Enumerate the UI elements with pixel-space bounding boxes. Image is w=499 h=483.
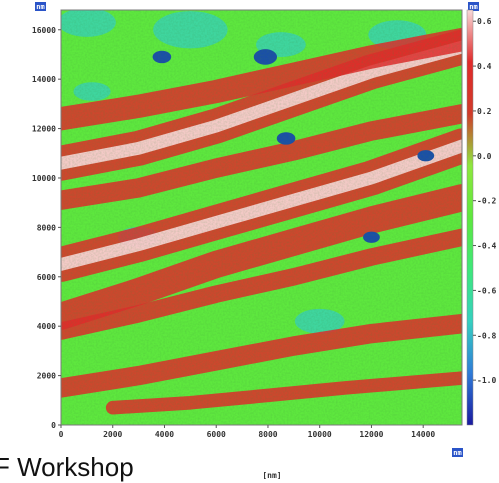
colorbar-tick-label: 0.0: [477, 152, 492, 161]
colorbar-tick-label: -0.2: [477, 197, 496, 206]
x-tick-label: 14000: [411, 430, 435, 439]
colorbar-tick-label: 0.4: [477, 62, 492, 71]
x-tick-label: 2000: [103, 430, 122, 439]
x-tick-label: 0: [59, 430, 64, 439]
y-tick-label: 2000: [37, 372, 56, 381]
y-tick-label: 14000: [32, 75, 56, 84]
x-tick-label: 10000: [308, 430, 332, 439]
colorbar-unit-badge: nm: [469, 3, 477, 11]
height-map-surface: [61, 10, 462, 425]
height-map-plot-area: [60, 9, 463, 426]
axes: 0 2000 4000 6000 8000 10000 12000 14000 0 2000 400…: [32, 2, 479, 479]
y-tick-label: 6000: [37, 273, 56, 282]
x-tick-label: 12000: [359, 430, 383, 439]
x-unit-badge-bg: [452, 448, 463, 457]
colorbar-tick-label: -0.6: [477, 286, 496, 295]
plot-frame: [60, 9, 463, 426]
y-unit-badge: nm: [36, 3, 44, 11]
colorbar: 0.6 0.4 0.2 0.0 -0.2 -0.4 -0.6 -0.8 -1.0: [466, 9, 496, 426]
y-tick-label: 8000: [37, 223, 56, 232]
y-tick-label: 12000: [32, 125, 56, 134]
colorbar-tick-label: 0.6: [477, 17, 492, 26]
colorbar-tick-label: -1.0: [477, 376, 496, 385]
y-tick-label: 16000: [32, 26, 56, 35]
colorbar-tick-label: 0.2: [477, 107, 492, 116]
colorbar-tick-label: -0.8: [477, 331, 496, 340]
x-axis-label: [nm]: [262, 471, 281, 479]
x-tick-label: 8000: [258, 430, 277, 439]
colorbar-gradient: [466, 9, 474, 426]
y-tick-label: 10000: [32, 174, 56, 183]
x-unit-badge: nm: [453, 449, 461, 457]
y-unit-badge-bg: [35, 2, 46, 11]
y-tick-label: 0: [51, 421, 56, 430]
colorbar-tick-label: -0.4: [477, 242, 496, 251]
surface-texture: [61, 10, 462, 425]
y-tick-label: 4000: [37, 322, 56, 331]
x-tick-label: 4000: [155, 430, 174, 439]
x-tick-label: 6000: [207, 430, 226, 439]
colorbar-unit-badge-bg: [468, 2, 479, 11]
slide-caption: F Workshop: [0, 452, 134, 482]
